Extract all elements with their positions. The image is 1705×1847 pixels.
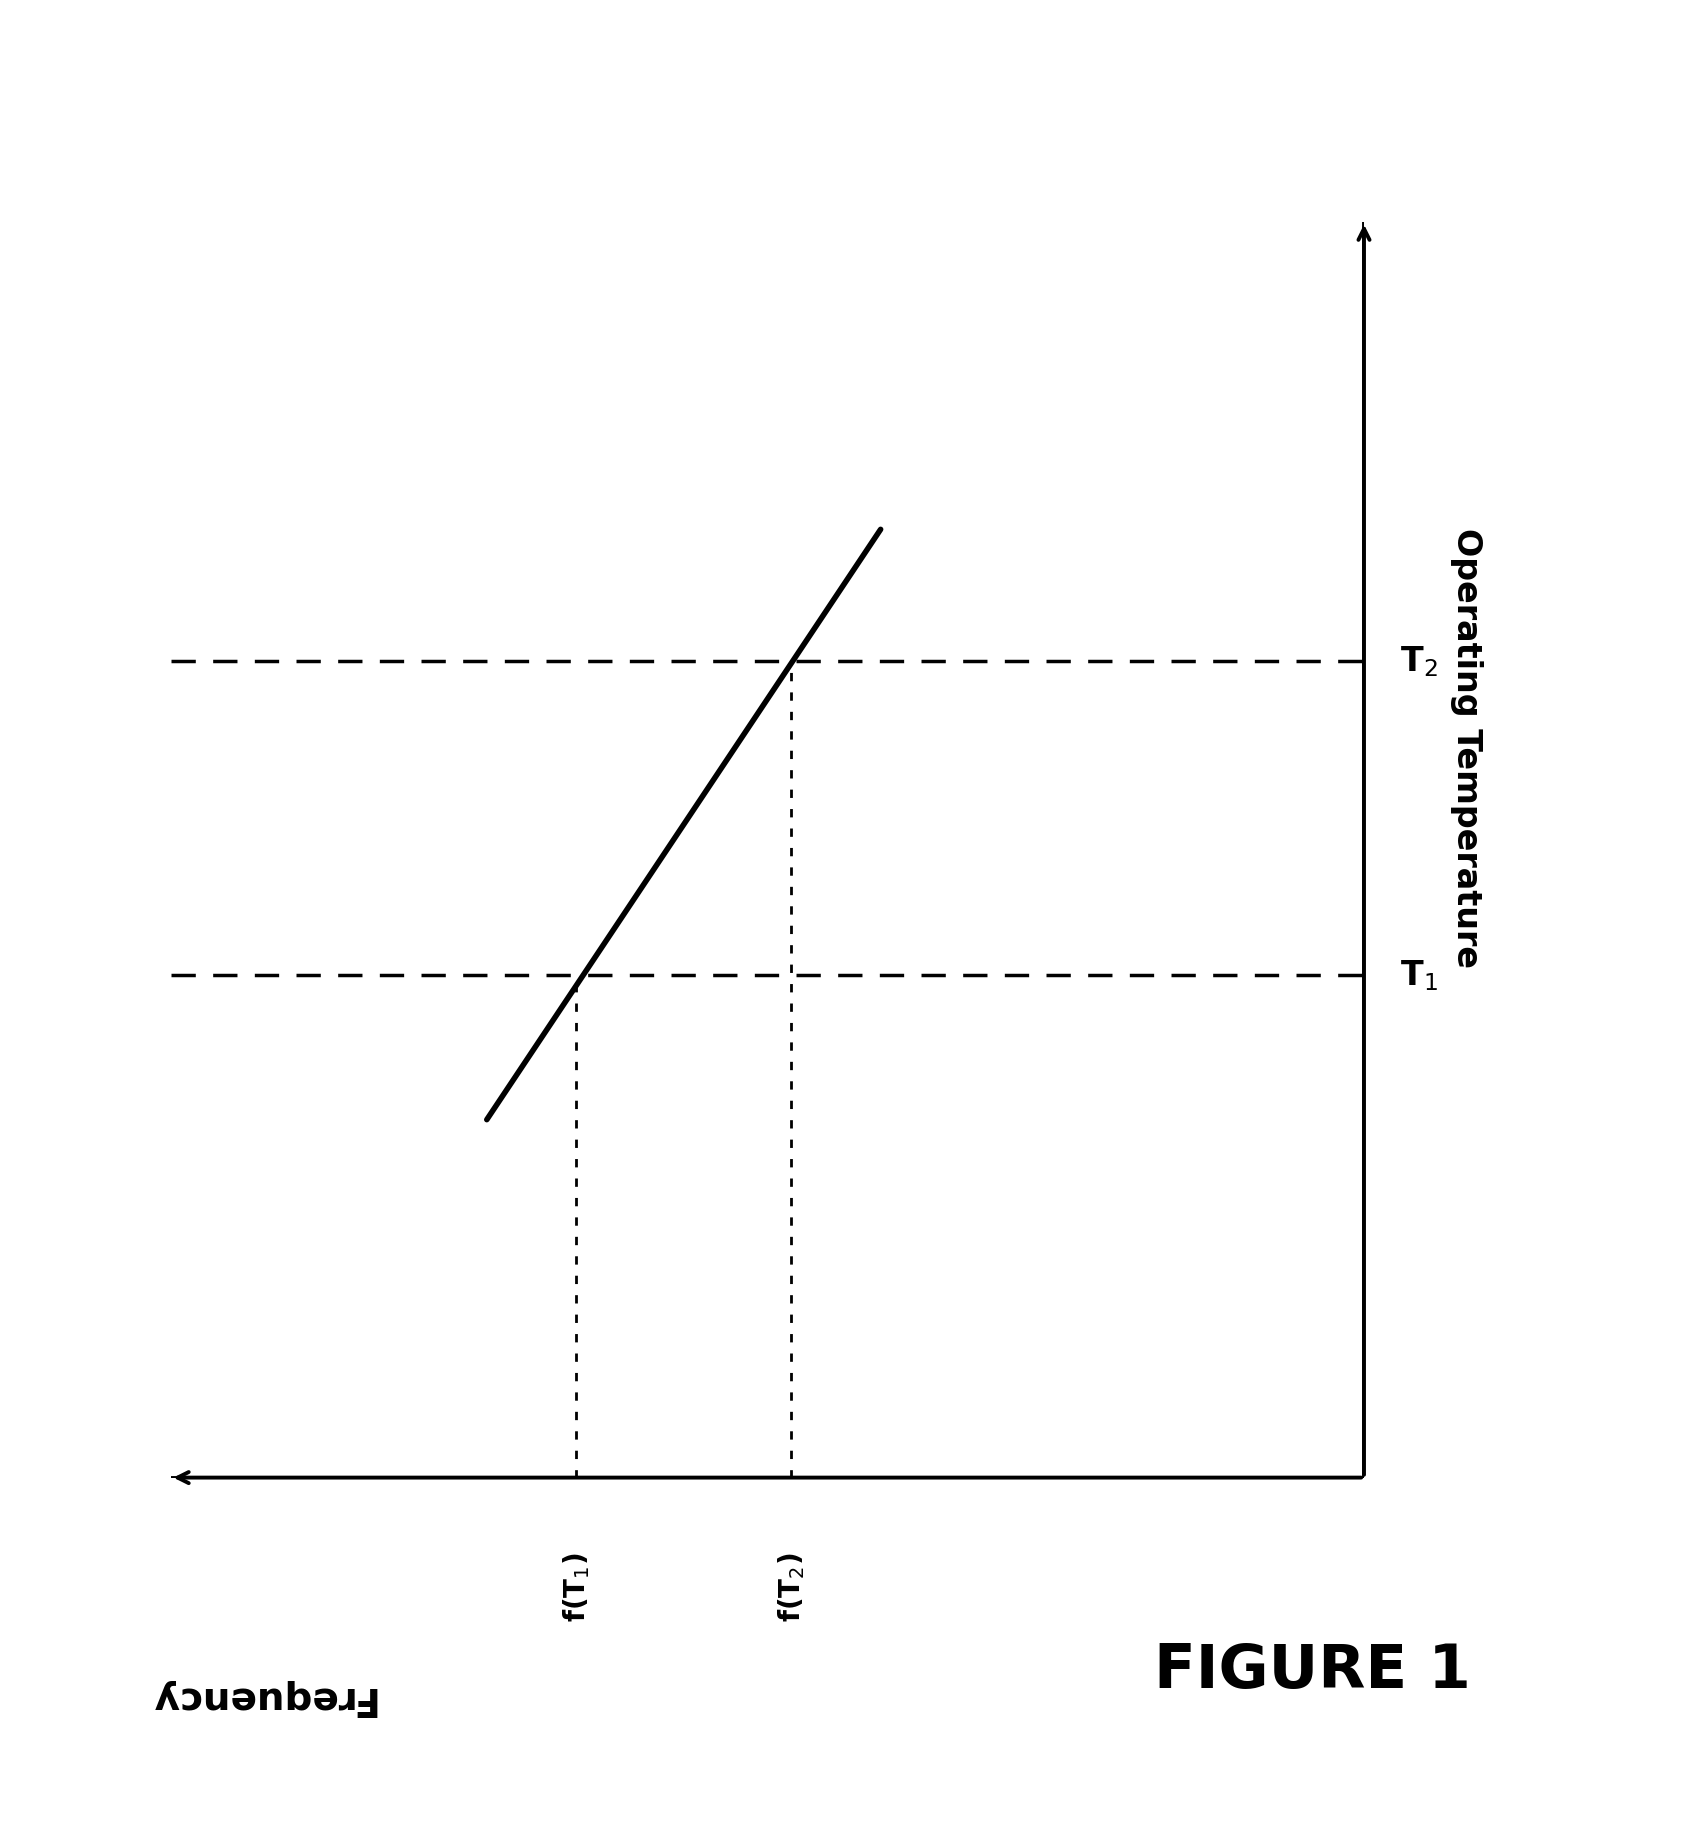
Text: f(T$_2$): f(T$_2$) bbox=[776, 1553, 806, 1622]
Text: f(T$_1$): f(T$_1$) bbox=[561, 1553, 592, 1622]
Text: FIGURE 1: FIGURE 1 bbox=[1154, 1642, 1471, 1701]
Text: T$_1$: T$_1$ bbox=[1400, 959, 1437, 992]
Text: Frequency: Frequency bbox=[147, 1679, 373, 1716]
Text: T$_2$: T$_2$ bbox=[1400, 645, 1437, 678]
Text: Operating Temperature: Operating Temperature bbox=[1449, 528, 1483, 968]
